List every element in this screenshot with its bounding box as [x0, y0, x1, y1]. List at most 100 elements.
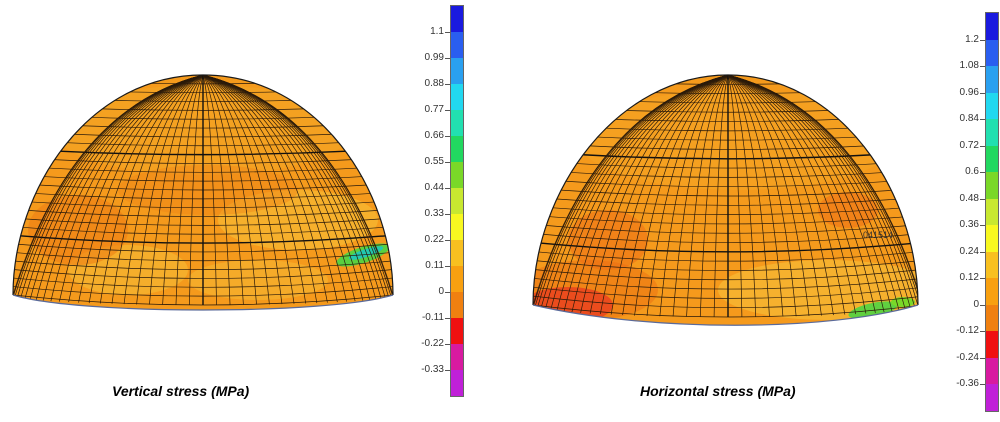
colorbar-tick-label: -0.36 — [956, 378, 979, 390]
mesh-meridian — [727, 75, 784, 317]
mesh-meridian — [646, 75, 729, 316]
colorbar-tick-mark — [980, 251, 985, 253]
colorbar-segment — [986, 66, 998, 93]
colorbar-tick-mark — [980, 357, 985, 359]
colorbar-tick-label: 0.66 — [424, 130, 444, 141]
vertical-stress-colorbar — [450, 5, 464, 397]
colorbar-segment — [986, 331, 998, 358]
colorbar-tick-mark — [980, 39, 985, 41]
mesh-meridian — [202, 75, 318, 304]
mesh-meridian — [202, 75, 328, 303]
mesh-meridian — [727, 75, 906, 311]
mesh-meridian — [59, 75, 204, 302]
mesh-meridian — [202, 75, 270, 305]
colorbar-tick-mark — [445, 136, 450, 137]
mesh-meridian — [29, 75, 204, 300]
colorbar-tick-label: 0.33 — [424, 208, 444, 219]
colorbar-tick-label: 0 — [438, 286, 444, 297]
mesh-meridian — [202, 75, 257, 305]
mesh-meridian — [88, 75, 204, 304]
horizontal-stress-dome: 041514 — [532, 74, 919, 326]
mesh-meridian — [589, 75, 729, 314]
colorbar-tick-mark — [980, 198, 985, 200]
colorbar-tick-label: -0.24 — [956, 351, 979, 363]
mesh-meridian — [672, 75, 729, 317]
colorbar-tick-label: 0.22 — [424, 234, 444, 245]
colorbar-tick-label: 1.08 — [959, 60, 979, 72]
colorbar-segment — [451, 266, 463, 292]
mesh-meridian — [727, 75, 757, 317]
colorbar-segment — [451, 240, 463, 266]
mesh-meridian — [35, 75, 204, 300]
mesh-meridian — [563, 75, 729, 312]
colorbar-segment — [451, 370, 463, 396]
mesh-meridian — [202, 75, 231, 305]
colorbar-tick-mark — [980, 225, 985, 227]
colorbar-tick-mark — [445, 240, 450, 241]
colorbar-tick-mark — [445, 32, 450, 33]
colorbar-segment — [986, 13, 998, 40]
colorbar-tick-mark — [980, 172, 985, 174]
node-label: 041514 — [863, 230, 893, 240]
colorbar-tick-mark — [445, 344, 450, 345]
mesh-meridian — [202, 75, 307, 304]
colorbar-tick-label: 0.96 — [959, 86, 979, 98]
colorbar-tick-mark — [980, 145, 985, 147]
mesh-meridian — [622, 75, 729, 316]
colorbar-tick-label: 0 — [973, 298, 979, 310]
colorbar-tick-mark — [980, 278, 985, 280]
mesh-meridian — [202, 75, 386, 298]
mesh-meridian — [727, 75, 810, 316]
colorbar-segment — [986, 39, 998, 67]
mesh-meridian — [202, 75, 356, 302]
colorbar-segment — [451, 214, 463, 240]
colorbar-segment — [451, 58, 463, 84]
colorbar-tick-label: 1.2 — [965, 33, 979, 45]
colorbar-tick-label: 0.36 — [959, 219, 979, 231]
colorbar-segment — [451, 136, 463, 162]
mesh-meridian — [99, 75, 204, 304]
colorbar-segment — [986, 304, 998, 332]
mesh-meridian — [202, 75, 217, 305]
mesh-meridian — [727, 75, 885, 313]
colorbar-segment — [451, 6, 463, 32]
colorbar-tick-label: 0.55 — [424, 156, 444, 167]
mesh-meridian — [123, 75, 204, 305]
colorbar-tick-label: 0.48 — [959, 192, 979, 204]
mesh-meridian — [727, 75, 876, 313]
colorbar-tick-label: 0.72 — [959, 139, 979, 151]
mesh-meridian — [699, 75, 729, 317]
mesh-meridian — [727, 75, 893, 312]
colorbar-tick-mark — [445, 318, 450, 319]
mesh-meridian — [580, 75, 729, 313]
mesh-meridian — [550, 75, 729, 311]
colorbar-segment — [451, 162, 463, 188]
mesh-meridian — [50, 75, 204, 302]
colorbar-tick-mark — [445, 110, 450, 111]
vertical-stress-caption: Vertical stress (MPa) — [112, 383, 250, 399]
colorbar-tick-label: 0.88 — [424, 78, 444, 89]
mesh-meridian — [175, 75, 204, 305]
mesh-meridian — [202, 75, 347, 302]
mesh-meridian — [727, 75, 743, 317]
colorbar-segment — [451, 188, 463, 214]
mesh-meridian — [727, 75, 916, 309]
colorbar-segment — [986, 251, 998, 279]
mesh-meridian — [68, 75, 204, 303]
colorbar-tick-label: 0.24 — [959, 245, 979, 257]
vertical-stress-dome — [12, 74, 394, 311]
mesh-meridian — [610, 75, 729, 315]
colorbar-tick-mark — [445, 370, 450, 371]
mesh-meridian — [727, 75, 867, 314]
colorbar-tick-mark — [980, 331, 985, 333]
mesh-meridian — [202, 75, 371, 300]
colorbar-segment — [986, 198, 998, 226]
colorbar-segment — [451, 292, 463, 318]
mesh-meridian — [189, 75, 204, 305]
colorbar-tick-mark — [980, 384, 985, 386]
mesh-meridian — [727, 75, 918, 306]
mesh-meridian — [556, 75, 729, 311]
colorbar-segment — [986, 119, 998, 146]
mesh-meridian — [727, 75, 834, 316]
colorbar-tick-label: 0.99 — [424, 52, 444, 63]
